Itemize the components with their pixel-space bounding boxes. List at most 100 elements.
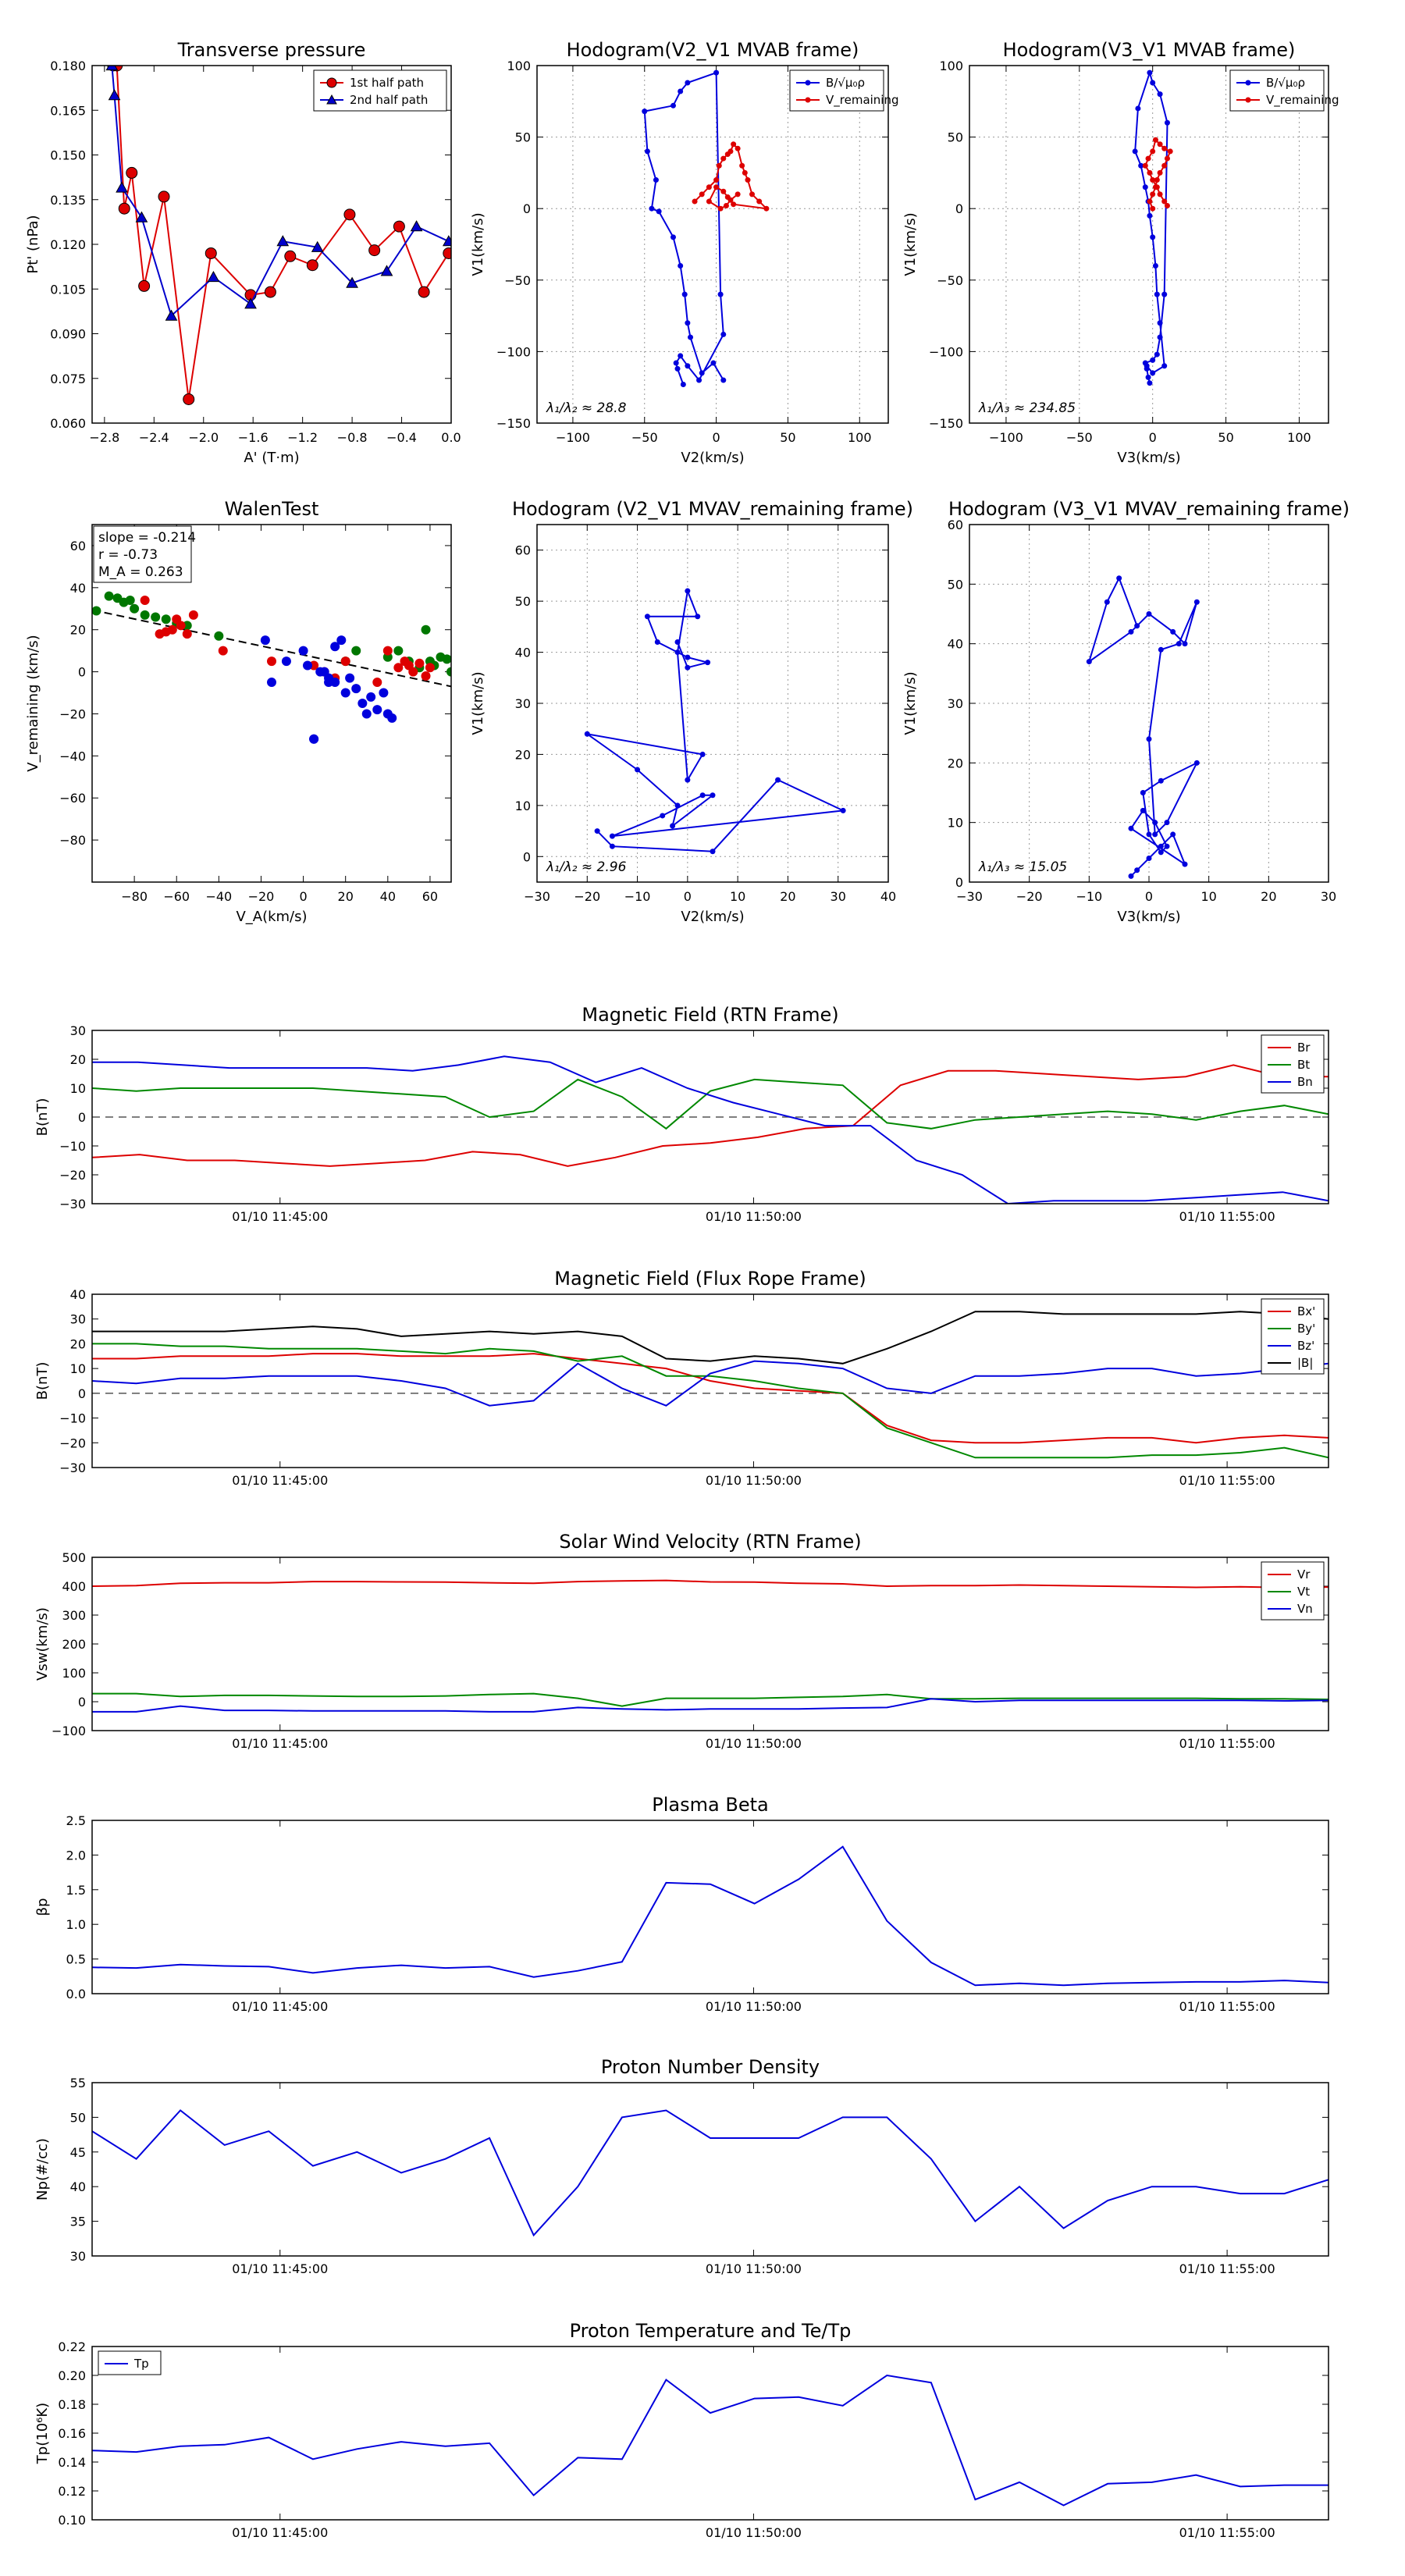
- legend-label: |B|: [1297, 1356, 1313, 1370]
- data-point: [716, 162, 722, 169]
- data-point: [92, 606, 101, 616]
- data-point: [1116, 575, 1122, 582]
- data-point: [1147, 169, 1153, 176]
- data-point: [840, 807, 846, 813]
- legend: B/√μ₀ρ V_remaining: [789, 69, 899, 112]
- plot-frame: [91, 2346, 1329, 2521]
- y-tick-label: 0.5: [66, 1952, 86, 1967]
- data-point: [138, 279, 151, 292]
- data-point: [609, 843, 615, 849]
- y-tick-label: 20: [948, 756, 963, 770]
- data-point: [281, 656, 291, 667]
- data-point: [727, 197, 734, 203]
- panel-h3: Hodogram (V2_V1 MVAV_remaining frame) 0 10…: [470, 498, 913, 925]
- data-point: [1154, 291, 1160, 297]
- y-axis-label: Vsw(km/s): [34, 1607, 51, 1681]
- data-point: [635, 767, 641, 773]
- data-point: [1138, 162, 1144, 169]
- y-tick-label: 35: [70, 2215, 86, 2229]
- x-tick-label: 0.0: [441, 430, 461, 445]
- data-point: [1157, 91, 1163, 98]
- x-tick-label: 01/10 11:45:00: [232, 1999, 328, 2014]
- y-tick-label: 0: [78, 1386, 86, 1401]
- data-point: [745, 177, 751, 183]
- y-tick-label: 1.5: [66, 1883, 86, 1898]
- series-line-beta: [92, 1845, 1329, 1987]
- data-point: [1142, 184, 1148, 190]
- x-tick-label: 20: [338, 889, 354, 904]
- plot-data: [105, 66, 451, 405]
- y-tick-label: 0.14: [58, 2455, 86, 2470]
- y-tick-label: −20: [59, 706, 86, 721]
- panel-tp: Proton Temperature and Te/Tp 0.10 0.12 0.14…: [34, 2320, 1329, 2540]
- data-point: [340, 656, 350, 667]
- chart-title: Hodogram (V3_V1 MVAV_remaining frame): [948, 498, 1350, 520]
- data-point: [674, 649, 681, 656]
- data-point: [446, 667, 451, 677]
- data-point: [1150, 177, 1156, 183]
- x-tick-label: 01/10 11:55:00: [1179, 2525, 1275, 2540]
- data-point: [408, 667, 418, 677]
- x-tick-label: 0: [1149, 430, 1157, 445]
- y-axis-label: B(nT): [34, 1098, 51, 1137]
- data-point: [343, 208, 356, 221]
- data-point: [642, 109, 648, 115]
- y-tick-label: −80: [59, 833, 86, 848]
- plot-data: [584, 588, 846, 855]
- series-line-vr: [92, 1579, 1329, 1589]
- data-point: [685, 654, 691, 660]
- data-point: [670, 102, 676, 109]
- y-tick-label: 40: [948, 637, 963, 652]
- plot-frame: [536, 65, 889, 424]
- data-point: [699, 191, 705, 197]
- y-tick-label: 10: [70, 1361, 86, 1376]
- data-point: [1146, 831, 1152, 838]
- data-point: [1158, 646, 1164, 653]
- plot-data: [1086, 575, 1200, 879]
- data-point: [140, 595, 150, 605]
- x-tick-label: 01/10 11:50:00: [706, 2525, 802, 2540]
- data-point: [1158, 849, 1164, 856]
- panel-brtn: Magnetic Field (RTN Frame) −30 −20 −10 0 10 20…: [34, 1004, 1329, 1224]
- x-axis-label: V2(km/s): [681, 909, 744, 925]
- y-tick-label: 0.090: [50, 327, 86, 342]
- panel-h1: Hodogram(V2_V1 MVAB frame) −150 −100 −50 0 50…: [470, 39, 899, 466]
- legend-label: Bt: [1297, 1058, 1310, 1072]
- x-tick-label: 50: [1218, 430, 1233, 445]
- legend-label: By': [1297, 1322, 1315, 1336]
- data-point: [1176, 641, 1182, 647]
- x-tick-label: −20: [1016, 889, 1043, 904]
- legend-label: Vt: [1297, 1585, 1310, 1599]
- data-point: [699, 792, 706, 799]
- y-tick-label: −50: [937, 273, 963, 288]
- data-point: [442, 235, 451, 247]
- y-axis-label: Tp(10⁶K): [34, 2403, 51, 2464]
- data-point: [260, 635, 270, 646]
- data-point: [1158, 777, 1164, 784]
- data-point: [125, 595, 135, 605]
- data-point: [705, 660, 711, 666]
- data-point: [382, 646, 393, 656]
- series-line-bn: [92, 1055, 1329, 1204]
- y-tick-label: 0: [78, 665, 86, 680]
- data-point: [739, 162, 745, 169]
- data-point: [763, 205, 770, 212]
- legend-label: 1st half path: [350, 76, 424, 90]
- data-point: [1145, 374, 1151, 380]
- data-point: [393, 646, 404, 656]
- data-point: [267, 656, 276, 667]
- data-point: [674, 802, 681, 809]
- x-tick-label: 01/10 11:55:00: [1179, 1736, 1275, 1751]
- data-point: [1135, 105, 1141, 112]
- data-point: [1146, 736, 1152, 742]
- data-point: [264, 286, 276, 298]
- y-axis-label: βp: [34, 1898, 51, 1916]
- x-tick-label: −2.8: [89, 430, 119, 445]
- data-point: [421, 671, 431, 681]
- legend-marker: [805, 80, 811, 86]
- data-point: [674, 639, 681, 645]
- y-tick-label: −30: [59, 1461, 86, 1475]
- data-point: [393, 220, 405, 233]
- data-point: [306, 259, 318, 272]
- plot-data: [92, 1579, 1329, 1713]
